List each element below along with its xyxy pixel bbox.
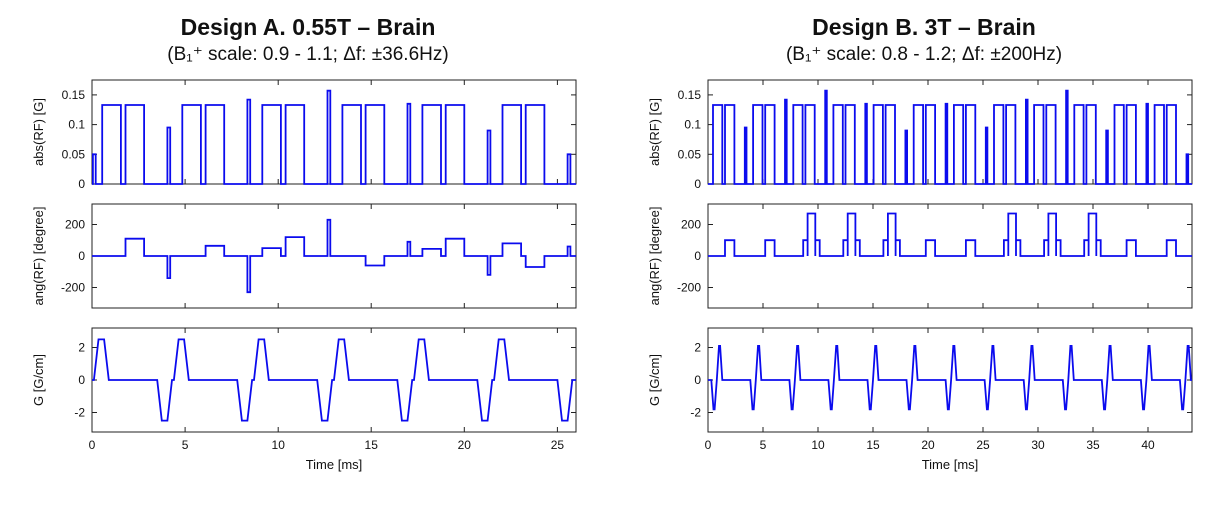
svg-text:abs(RF) [G]: abs(RF) [G] <box>31 98 46 166</box>
svg-text:5: 5 <box>182 438 189 452</box>
panel-a-title: Design A. 0.55T – Brain <box>180 14 436 40</box>
svg-text:0: 0 <box>89 438 96 452</box>
svg-text:ang(RF) [degree]: ang(RF) [degree] <box>31 207 46 306</box>
svg-text:0: 0 <box>694 177 701 191</box>
svg-text:2: 2 <box>78 341 85 355</box>
svg-text:40: 40 <box>1141 438 1155 452</box>
svg-text:0: 0 <box>78 177 85 191</box>
svg-text:abs(RF) [G]: abs(RF) [G] <box>647 98 662 166</box>
svg-text:0: 0 <box>78 249 85 263</box>
svg-text:ang(RF) [degree]: ang(RF) [degree] <box>647 207 662 306</box>
svg-text:10: 10 <box>811 438 825 452</box>
plot-design-b-abs-rf: 0 0.05 0.1 0.15 abs(RF) [G] <box>647 79 1193 191</box>
svg-text:-200: -200 <box>61 281 85 295</box>
plot-design-a-ang-rf: -200 0 200 ang(RF) [degree] <box>31 203 577 309</box>
panel-a-plots: 0 0.05 0.1 0.15 abs(RF) [G] -200 0 200 ang(RF) [… <box>28 72 588 484</box>
svg-text:-200: -200 <box>677 281 701 295</box>
svg-text:0.15: 0.15 <box>62 88 86 102</box>
svg-text:G [G/cm]: G [G/cm] <box>31 354 46 406</box>
svg-text:Time [ms]: Time [ms] <box>922 457 979 472</box>
plot-design-a-gradient: 0 5 10 15 20 25 -2 0 2 G [G/cm] Time [ms] <box>31 327 577 472</box>
svg-text:15: 15 <box>866 438 880 452</box>
panel-b-subtitle: (B₁⁺ scale: 0.8 - 1.2; Δf: ±200Hz) <box>785 44 1063 65</box>
svg-text:0.1: 0.1 <box>68 118 85 132</box>
svg-text:-2: -2 <box>74 406 85 420</box>
svg-text:25: 25 <box>551 438 565 452</box>
svg-text:5: 5 <box>760 438 767 452</box>
svg-text:0.1: 0.1 <box>684 118 701 132</box>
svg-text:10: 10 <box>272 438 286 452</box>
svg-text:0.05: 0.05 <box>62 147 86 161</box>
svg-text:200: 200 <box>681 218 701 232</box>
svg-text:20: 20 <box>921 438 935 452</box>
svg-text:20: 20 <box>458 438 472 452</box>
panel-b-title: Design B. 3T – Brain <box>812 14 1036 40</box>
svg-text:0.05: 0.05 <box>678 147 702 161</box>
panel-design-b: Design B. 3T – Brain (B₁⁺ scale: 0.8 - 1… <box>616 0 1232 524</box>
svg-text:0: 0 <box>694 249 701 263</box>
plot-design-a-abs-rf: 0 0.05 0.1 0.15 abs(RF) [G] <box>31 79 577 191</box>
panel-b-plots: 0 0.05 0.1 0.15 abs(RF) [G] -200 0 200 ang(RF) [… <box>644 72 1204 484</box>
svg-text:-2: -2 <box>690 406 701 420</box>
svg-text:G [G/cm]: G [G/cm] <box>647 354 662 406</box>
svg-text:25: 25 <box>976 438 990 452</box>
panel-a-subtitle: (B₁⁺ scale: 0.9 - 1.1; Δf: ±36.6Hz) <box>167 44 449 65</box>
plot-design-b-ang-rf: -200 0 200 ang(RF) [degree] <box>647 203 1193 309</box>
svg-text:0: 0 <box>694 373 701 387</box>
svg-text:30: 30 <box>1031 438 1045 452</box>
svg-text:200: 200 <box>65 218 85 232</box>
svg-text:35: 35 <box>1086 438 1100 452</box>
svg-text:2: 2 <box>694 341 701 355</box>
svg-text:0: 0 <box>705 438 712 452</box>
svg-text:Time [ms]: Time [ms] <box>306 457 363 472</box>
plot-design-b-gradient: 0 5 10 15 20 25 30 35 40 -2 0 2 G [G/cm] Time [ms] <box>647 327 1193 472</box>
svg-text:15: 15 <box>365 438 379 452</box>
svg-text:0: 0 <box>78 373 85 387</box>
panel-design-a: Design A. 0.55T – Brain (B₁⁺ scale: 0.9 … <box>28 14 588 484</box>
svg-text:0.15: 0.15 <box>678 88 702 102</box>
